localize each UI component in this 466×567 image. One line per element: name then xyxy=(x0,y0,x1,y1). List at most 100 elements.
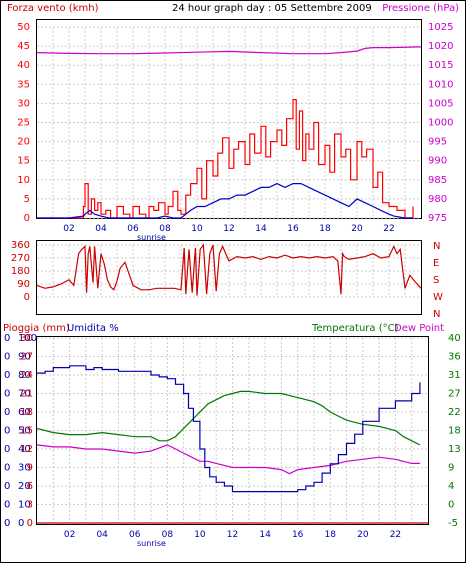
compass-tick-label: W xyxy=(433,292,443,303)
rain-mm-tick-label: 9 xyxy=(27,463,33,474)
temperature-tick-label: 9 xyxy=(448,463,454,474)
wind-tick-label: 10 xyxy=(17,175,30,186)
hour-tick-label-top: 04 xyxy=(95,224,107,234)
dew-point-axis-label: Dew Point xyxy=(394,323,444,334)
humidity-tick-label: 80 xyxy=(18,370,31,381)
temperature-axis-label: Temperatura (°C) xyxy=(311,323,399,334)
dew-point-line xyxy=(36,444,420,475)
wind-tick-label: 40 xyxy=(17,60,30,71)
rain-mm-tick-label: 27 xyxy=(20,352,33,363)
hour-tick-label-top: 18 xyxy=(319,224,331,234)
temperature-tick-label: -5 xyxy=(448,518,458,529)
compass-tick-label: N xyxy=(433,309,440,320)
rain-mm-tick-label: 18 xyxy=(20,407,33,418)
direction-tick-label: 360 xyxy=(11,240,30,251)
rain-axis-label: Pioggia (mm) xyxy=(3,323,70,334)
hour-tick-label-bottom: 20 xyxy=(357,530,369,540)
hour-tick-label-bottom: 22 xyxy=(390,530,401,540)
temperature-tick-label: 13 xyxy=(448,444,461,455)
pressure-tick-label: 1000 xyxy=(428,118,453,129)
wind-speed-line xyxy=(37,99,414,219)
humidity-tick-label: 30 xyxy=(18,463,31,474)
hour-tick-label-bottom: 10 xyxy=(194,530,206,540)
rain-mm-tick-label: 24 xyxy=(20,370,33,381)
hour-tick-label-top: 14 xyxy=(255,224,267,234)
wind-tick-label: 30 xyxy=(17,98,30,109)
wind-tick-label: 25 xyxy=(17,118,30,129)
wind-tick-label: 15 xyxy=(17,156,30,167)
graph-title: 24 hour graph day : 05 Settembre 2009 xyxy=(172,3,372,14)
pressure-tick-label: 1010 xyxy=(428,79,453,90)
direction-panel-frame xyxy=(36,240,422,315)
sunrise-label-bottom: sunrise xyxy=(137,539,166,548)
sunrise-label-top: sunrise xyxy=(137,233,166,242)
direction-tick-label: 90 xyxy=(17,279,30,290)
rain-mm-tick-label: 12 xyxy=(20,444,33,455)
rain-tick-label: 0 xyxy=(4,352,10,363)
rain-tick-label: 0 xyxy=(4,389,10,400)
hour-tick-label-bottom: 16 xyxy=(292,530,304,540)
pressure-tick-label: 995 xyxy=(428,137,447,148)
hour-tick-label-top: 02 xyxy=(63,224,74,234)
hour-tick-label-bottom: 18 xyxy=(325,530,337,540)
pressure-line xyxy=(36,46,422,55)
rain-mm-tick-label: 30 xyxy=(20,333,33,344)
pressure-tick-label: 1025 xyxy=(428,22,453,33)
humidity-tick-label: 40 xyxy=(18,444,31,455)
humidity-tick-label: 90 xyxy=(18,352,31,363)
rain-tick-label: 0 xyxy=(4,333,10,344)
rain-tick-label: 0 xyxy=(4,481,10,492)
temperature-tick-label: 36 xyxy=(448,352,461,363)
pressure-tick-label: 1020 xyxy=(428,41,453,52)
pressure-tick-label: 985 xyxy=(428,175,447,186)
temperature-tick-label: 4 xyxy=(448,481,454,492)
wind-tick-label: 0 xyxy=(24,213,30,224)
rain-tick-label: 0 xyxy=(4,426,10,437)
temperature-tick-label: 40 xyxy=(448,333,461,344)
hour-tick-label-bottom: 06 xyxy=(129,530,141,540)
humidity-line xyxy=(37,365,421,493)
direction-tick-label: 0 xyxy=(24,292,30,303)
rain-mm-tick-label: 15 xyxy=(20,426,33,437)
hour-tick-label-bottom: 12 xyxy=(227,530,238,540)
pressure-tick-label: 990 xyxy=(428,156,447,167)
rain-tick-label: 0 xyxy=(4,500,10,511)
wind-tick-label: 50 xyxy=(17,22,30,33)
wind-tick-label: 45 xyxy=(17,41,30,52)
temperature-tick-label: 22 xyxy=(448,407,461,418)
humidity-tick-label: 50 xyxy=(18,426,31,437)
compass-tick-label: S xyxy=(433,275,439,286)
wind-tick-label: 35 xyxy=(17,79,30,90)
temperature-line xyxy=(36,390,421,446)
humidity-tick-label: 0 xyxy=(18,518,24,529)
rain-mm-tick-label: 3 xyxy=(27,500,33,511)
humidity-tick-label: 70 xyxy=(18,389,31,400)
hour-tick-label-bottom: 02 xyxy=(64,530,75,540)
hour-tick-label-top: 06 xyxy=(127,224,139,234)
wind-tick-label: 20 xyxy=(17,137,30,148)
humidity-tick-label: 60 xyxy=(18,407,31,418)
rain-tick-label: 0 xyxy=(4,370,10,381)
rain-tick-label: 0 xyxy=(4,518,10,529)
wind-direction-line xyxy=(36,243,422,296)
pressure-tick-label: 975 xyxy=(428,213,447,224)
hour-tick-label-top: 20 xyxy=(351,224,363,234)
wind-tick-label: 5 xyxy=(24,194,30,205)
rain-mm-tick-label: 21 xyxy=(20,389,33,400)
rain-tick-label: 0 xyxy=(4,444,10,455)
temperature-tick-label: 0 xyxy=(448,500,454,511)
humidity-tick-label: 20 xyxy=(18,481,31,492)
pressure-tick-label: 1015 xyxy=(428,60,453,71)
temperature-tick-label: 31 xyxy=(448,370,461,381)
direction-tick-label: 180 xyxy=(11,266,30,277)
humidity-tick-label: 10 xyxy=(18,500,31,511)
humidity-axis-label: Umidita % xyxy=(67,323,119,334)
hour-tick-label-top: 12 xyxy=(223,224,234,234)
temperature-tick-label: 18 xyxy=(448,426,461,437)
hour-tick-label-bottom: 14 xyxy=(259,530,271,540)
temperature-tick-label: 27 xyxy=(448,389,461,400)
hour-tick-label-top: 22 xyxy=(383,224,394,234)
hour-tick-label-top: 16 xyxy=(287,224,299,234)
